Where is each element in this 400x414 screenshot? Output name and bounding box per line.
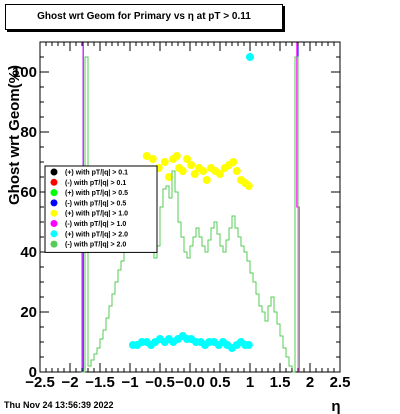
series-4-point-11	[190, 170, 199, 178]
legend-marker-5	[50, 220, 58, 227]
x-tick-label-4: −0.5	[145, 374, 175, 391]
x-tick-label-7: 1	[246, 374, 254, 391]
chart-title-box: Ghost wrt Geom for Primary vs η at pT > …	[5, 4, 283, 30]
y-tick-label-4: 80	[20, 124, 37, 141]
legend-marker-7	[50, 240, 58, 248]
legend-entry-1: (-) with pT/|q| > 0.1	[65, 180, 126, 187]
series-4-point-4	[165, 173, 173, 181]
legend-marker-2	[50, 189, 58, 197]
x-axis-title: η	[331, 398, 340, 414]
series-line-7	[82, 56, 299, 373]
y-tick-label-5: 100	[12, 64, 37, 81]
x-tick-label-6: 0.5	[210, 374, 231, 391]
series-4-point-13	[199, 167, 208, 175]
x-tick-label-5: −0.0	[175, 374, 205, 391]
series-4-point-9	[183, 155, 191, 163]
legend-marker-3	[50, 199, 58, 207]
legend-entry-5: (-) with pT/|q| > 1.0	[65, 221, 126, 228]
legend-entry-3: (-) with pT/|q| > 0.5	[65, 200, 126, 207]
legend-entry-6: (+) with pT/|q| > 2.0	[65, 231, 128, 238]
legend-entry-0: (+) with pT/|q| > 0.1	[65, 170, 128, 177]
legend-marker-4	[50, 209, 58, 217]
series-4-point-14	[202, 176, 211, 184]
x-tick-label-3: −1	[121, 374, 138, 391]
series-4-point-3	[160, 158, 169, 166]
x-tick-label-0: −2.5	[25, 374, 55, 391]
series-6-point-26	[244, 341, 253, 349]
timestamp-footer: Thu Nov 24 13:56:39 2022	[4, 400, 114, 410]
chart-title: Ghost wrt Geom for Primary vs η at pT > …	[37, 11, 251, 22]
series-4-point-24	[244, 182, 253, 190]
series-4-point-8	[178, 167, 187, 175]
y-tick-label-0: 0	[29, 364, 37, 381]
series-4-point-10	[187, 161, 196, 169]
y-tick-label-2: 40	[20, 244, 37, 261]
legend-marker-0	[50, 168, 58, 176]
series-4-point-20	[229, 158, 238, 166]
legend-box	[44, 165, 158, 253]
series-4-point-17	[216, 170, 224, 178]
legend-entry-4: (+) with pT/|q| > 1.0	[65, 211, 128, 218]
y-tick-label-3: 60	[20, 184, 37, 201]
series-6-point-27	[246, 53, 254, 61]
legend-marker-6	[50, 230, 58, 238]
series-4-point-6	[172, 152, 181, 160]
series-4-point-21	[232, 167, 241, 175]
legend-entry-2: (+) with pT/|q| > 0.5	[65, 190, 128, 197]
y-axis-title: Ghost wrt Geom(%)	[6, 65, 23, 205]
legend-marker-1	[50, 178, 58, 186]
x-tick-label-8: 1.5	[270, 374, 291, 391]
y-tick-label-1: 20	[20, 304, 37, 321]
x-tick-label-2: −1.5	[85, 374, 115, 391]
legend-entry-7: (-) with pT/|q| > 2.0	[65, 242, 126, 249]
series-4-point-0	[142, 152, 151, 160]
x-tick-label-10: 2.5	[330, 374, 351, 391]
x-tick-label-9: 2	[306, 374, 314, 391]
series-4-point-1	[148, 155, 157, 163]
x-tick-label-1: −2	[61, 374, 78, 391]
